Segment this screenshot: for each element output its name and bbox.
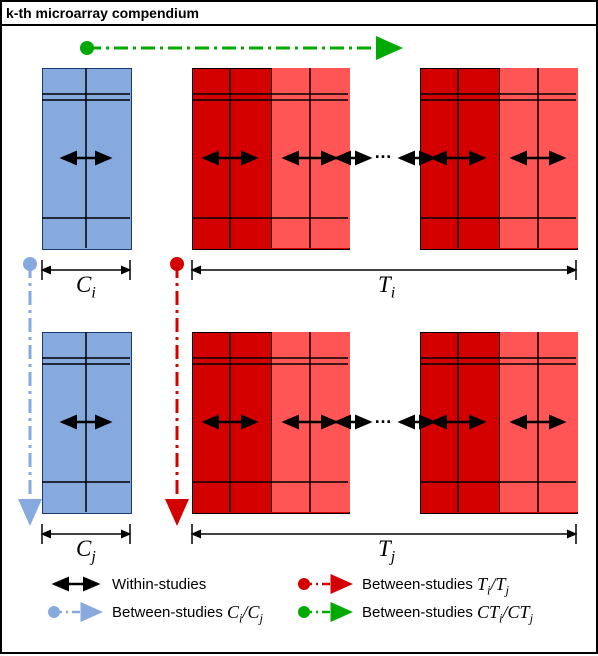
legend-green: Between-studies	[362, 604, 473, 621]
label-Cj: Cj	[74, 536, 98, 567]
label-Ci: Ci	[74, 272, 98, 303]
label-Ti: Ti	[376, 272, 397, 303]
legend-blue-f: Ci/Cj	[227, 602, 263, 627]
label-Tj: Tj	[376, 536, 397, 567]
legend-red-f: Ti/Tj	[477, 574, 509, 599]
legend-blue: Between-studies	[112, 604, 223, 621]
legend-within: Within-studies	[112, 576, 206, 593]
legend-green-f: CTi/CTj	[477, 602, 533, 627]
legend-red: Between-studies	[362, 576, 473, 593]
diagram-canvas: k-th microarray compendium … …	[0, 0, 598, 654]
